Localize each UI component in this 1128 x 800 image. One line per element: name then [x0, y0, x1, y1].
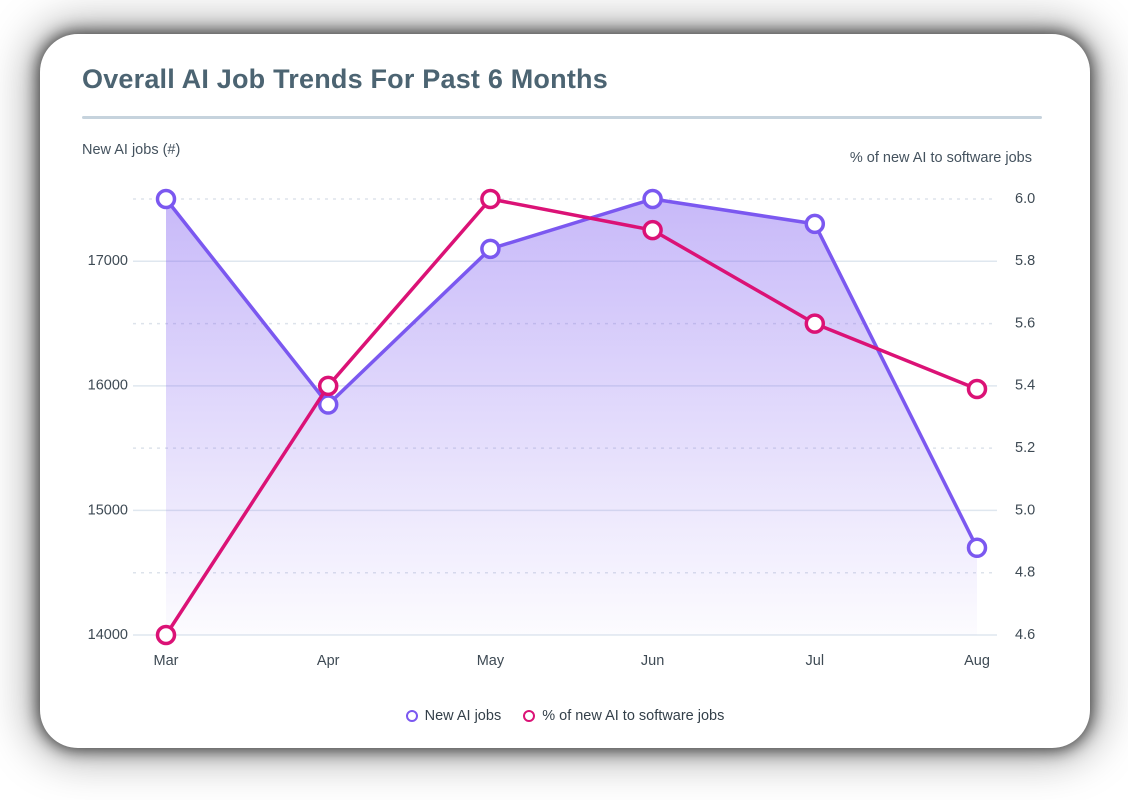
right-tick-label: 4.8 [1015, 565, 1035, 581]
series-line [164, 197, 979, 637]
data-point-marker[interactable] [642, 188, 663, 210]
data-point-marker[interactable] [155, 188, 177, 210]
x-tick-label: Aug [964, 653, 990, 669]
series-area [166, 199, 977, 635]
axis-titles-row: New AI jobs (#) % of new AI to software … [82, 142, 1032, 166]
chart-card: Overall AI Job Trends For Past 6 Months … [40, 34, 1090, 748]
page-title: Overall AI Job Trends For Past 6 Months [82, 64, 608, 94]
legend-item-percent-ai-jobs[interactable]: % of new AI to software jobs [523, 708, 724, 724]
right-tick-label: 5.4 [1015, 378, 1035, 394]
data-point-marker[interactable] [804, 313, 826, 334]
series-line [164, 197, 979, 550]
data-point-marker[interactable] [642, 219, 663, 241]
data-point-marker[interactable] [480, 238, 501, 260]
legend-item-new-ai-jobs[interactable]: New AI jobs [405, 708, 502, 724]
chart-canvas: 14000 15000 16000 17000 4.6 4.8 5.0 5.2 5.4 5.6 5.… [88, 188, 1035, 669]
data-point-marker[interactable] [155, 624, 177, 646]
data-point-marker[interactable] [480, 188, 501, 210]
data-point-marker[interactable] [317, 394, 339, 415]
x-tick-label: Mar [154, 653, 179, 669]
x-tick-label: Apr [317, 653, 340, 669]
legend-item-label: New AI jobs [424, 708, 502, 724]
right-tick-label: 5.8 [1015, 253, 1035, 269]
left-tick-label: 17000 [88, 253, 128, 269]
title-divider [82, 116, 1042, 119]
right-tick-label: 5.2 [1015, 440, 1035, 456]
x-tick-label: May [477, 653, 505, 669]
right-tick-label: 5.0 [1015, 502, 1035, 518]
right-tick-label: 6.0 [1015, 191, 1035, 207]
legend-circle-icon [405, 710, 418, 722]
chart-legend: New AI jobs % of new AI to software jobs [40, 708, 1090, 724]
right-tick-label: 5.6 [1015, 315, 1035, 331]
left-tick-label: 15000 [88, 502, 128, 518]
data-point-marker[interactable] [317, 375, 339, 397]
right-axis-title: % of new AI to software jobs [849, 150, 1032, 166]
right-tick-label: 4.6 [1015, 627, 1035, 643]
data-point-marker[interactable] [966, 378, 988, 400]
data-point-marker[interactable] [966, 537, 988, 559]
x-tick-label: Jun [641, 653, 664, 669]
left-axis-title: New AI jobs (#) [82, 142, 181, 158]
left-tick-label: 14000 [88, 627, 128, 643]
left-tick-label: 16000 [88, 378, 128, 394]
legend-item-label: % of new AI to software jobs [542, 708, 725, 724]
x-tick-label: Jul [806, 653, 825, 669]
data-point-marker[interactable] [804, 213, 826, 235]
legend-circle-icon [523, 710, 536, 722]
